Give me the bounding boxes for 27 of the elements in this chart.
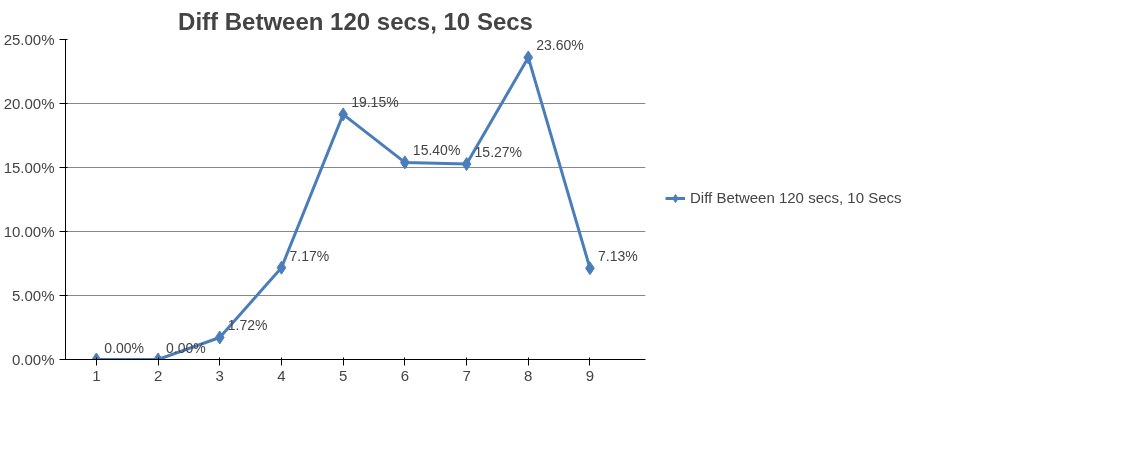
y-tick-label: 10.00% <box>3 223 55 240</box>
data-label: 15.40% <box>412 142 461 159</box>
legend-label: Diff Between 120 secs, 10 Secs <box>690 189 902 206</box>
data-label: 7.13% <box>597 248 638 265</box>
y-tick-label: 0.00% <box>11 351 55 368</box>
data-label: 15.27% <box>474 144 523 161</box>
x-tick-label: 5 <box>338 366 348 384</box>
point <box>523 50 534 65</box>
chart-title: Diff Between 120 secs, 10 Secs <box>178 7 533 35</box>
data-label: 23.60% <box>536 37 584 54</box>
x-tick-label: 6 <box>400 366 410 384</box>
x-tick-label: 7 <box>462 366 471 384</box>
y-tick-label: 15.00% <box>3 159 55 176</box>
x-tick-label: 9 <box>585 366 595 384</box>
point <box>276 260 287 275</box>
data-label: 7.17% <box>289 247 330 264</box>
y-tick-label: 5.00% <box>11 287 55 304</box>
x-tick-label: 3 <box>215 366 224 384</box>
x-tick-label: 4 <box>277 366 286 384</box>
point <box>214 330 225 345</box>
x-tick-label: 8 <box>524 366 533 384</box>
y-tick-label: 25.00% <box>3 31 55 48</box>
point <box>461 157 472 172</box>
x-tick-label: 1 <box>92 366 101 384</box>
y-tick-label: 20.00% <box>3 95 55 112</box>
x-tick-label: 2 <box>153 366 163 384</box>
data-label: 0.00% <box>104 339 145 356</box>
